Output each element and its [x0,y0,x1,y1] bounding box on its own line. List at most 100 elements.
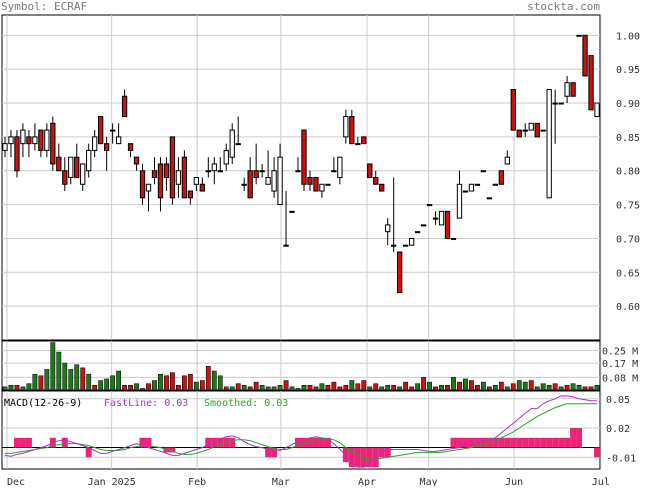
candle-body [223,149,229,165]
macd-tick-label: 0.02 [606,424,630,435]
macd-tick-label: 0.05 [606,395,630,406]
candle-body [361,136,367,145]
candle-body [301,129,307,185]
month-label: Jan 2025 [88,477,136,486]
candle-body [295,170,301,173]
volume-bar [265,386,271,391]
macd-histogram-bar [312,437,319,448]
candle-body [510,88,516,131]
volume-bar [361,380,367,391]
volume-bar [439,385,444,391]
candle-body [373,177,379,185]
macd-histogram-bar [570,428,577,448]
macd-histogram-bar [145,437,152,448]
candle-body [121,95,128,118]
volume-bar [56,351,62,391]
volume-bar [445,385,450,391]
volume-bar [50,342,56,391]
candle-body [289,210,295,213]
volume-bar [343,385,349,391]
candle-body [38,129,44,151]
volume-bar [379,386,385,391]
candle-body [103,143,110,151]
volume-bar [594,385,600,391]
price-tick-label: 0.60 [616,302,640,313]
volume-bar [32,373,38,391]
month-label: Apr [358,477,376,486]
volume-bar [463,378,468,391]
macd-histogram-bar [265,447,272,458]
candle-body [528,122,534,131]
volume-bar [134,383,139,391]
volume-bar [319,383,325,391]
candle-body [265,177,271,185]
volume-bar [510,383,516,391]
volume-bar [367,386,373,391]
volume-bar [421,377,426,391]
candle-body [271,170,277,192]
macd-histogram-bar [456,437,463,448]
volume-bar [68,369,74,391]
macd-fast-line [4,395,597,468]
volume-bar [307,385,313,391]
volume-bar [92,385,98,391]
volume-bar [540,383,546,391]
volume-bar [427,381,432,391]
volume-bar [98,380,104,391]
volume-bar [146,383,151,391]
month-label: Mar [272,477,290,486]
candle-body [50,122,56,165]
candle-body [486,197,493,200]
volume-bar [385,385,391,391]
candle-body [175,170,182,185]
volume-bar [391,385,397,391]
month-label: Feb [188,477,206,486]
candle-body [570,82,576,97]
candle-body [307,177,313,185]
candle-body [86,149,92,172]
macd-smoothed-label: Smoothed: 0.03 [204,398,288,409]
volume-bar [152,380,157,391]
volume-bar [199,380,205,391]
volume-bar [235,383,241,391]
macd-histogram-bar [211,437,218,448]
candle-body [80,163,86,185]
volume-bar [415,383,421,391]
candle-body [157,163,164,199]
candle-body [74,156,80,178]
volume-bar [229,386,235,391]
volume-bar [546,385,552,391]
macd-histogram-bar [85,447,92,458]
volume-bar [409,386,415,391]
candle-body [516,129,522,138]
volume-bar [181,375,187,391]
volume-bar [325,385,331,391]
volume-bar [552,383,558,391]
macd-histogram-bar [360,447,367,468]
candle-body [127,143,134,151]
candle-body [426,204,433,207]
macd-histogram-bar [474,437,481,448]
candle-body [438,210,445,226]
candle-body [480,170,487,173]
candle-body [217,170,223,173]
volume-bar [451,377,456,391]
volume-bar [403,381,409,391]
candle-body [115,136,122,145]
month-label: Dec [7,477,25,486]
macd-histogram-bar [516,437,523,448]
volume-bar [187,373,193,391]
volume-bar [193,381,199,391]
candle-body [588,55,594,111]
price-tick-label: 0.85 [616,133,640,144]
volume-bar [211,370,217,391]
volume-bar [558,386,564,391]
candle-body [139,170,146,199]
candle-body [229,129,235,158]
macd-histogram-bar [546,437,553,448]
macd-histogram-bar [318,437,325,448]
volume-bar [301,385,307,391]
candle-body [450,237,457,240]
symbol-label: Symbol: ECRAF [1,0,88,13]
macd-histogram-bar [528,437,535,448]
